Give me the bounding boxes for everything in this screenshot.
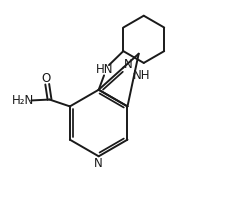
Text: N: N <box>94 157 103 170</box>
Text: N: N <box>124 58 132 71</box>
Text: NH: NH <box>133 69 151 82</box>
Text: O: O <box>42 72 51 85</box>
Text: H₂N: H₂N <box>12 94 34 107</box>
Text: HN: HN <box>96 63 114 76</box>
